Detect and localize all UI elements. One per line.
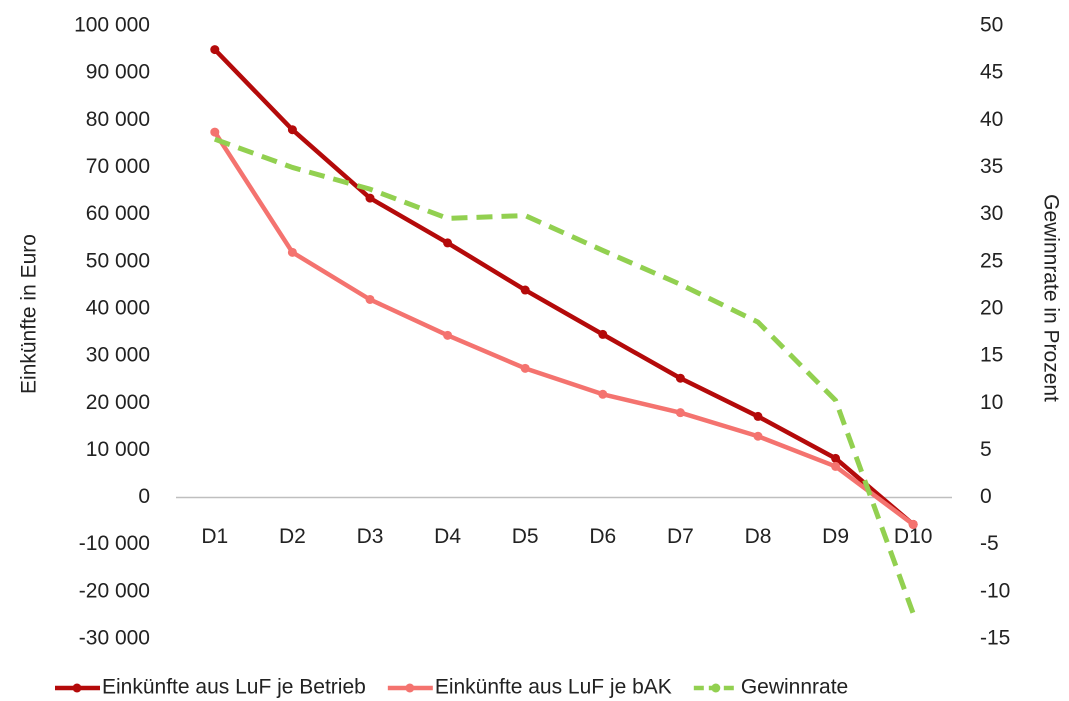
y-tick-label: -10 000: [79, 532, 150, 555]
series-marker: [598, 389, 608, 399]
y2-axis-label: Gewinnrate in Prozent: [1039, 194, 1062, 402]
y2-tick-label: -10: [980, 579, 1010, 602]
y-tick-label: 100 000: [74, 14, 150, 37]
y2-tick-label: 10: [980, 391, 1003, 414]
legend-marker: [405, 683, 415, 693]
x-tick-label: D4: [434, 525, 461, 548]
series-marker: [753, 431, 763, 441]
series-marker: [598, 329, 608, 339]
x-tick-label: D8: [745, 525, 772, 548]
y2-tick-label: 35: [980, 155, 1003, 178]
y-tick-label: 30 000: [86, 344, 150, 367]
series-marker: [908, 519, 918, 529]
series-marker: [831, 453, 841, 463]
y-tick-label: 40 000: [86, 296, 150, 319]
series-marker: [753, 411, 763, 421]
x-tick-label: D3: [357, 525, 384, 548]
series-marker: [675, 373, 685, 383]
legend-label: Einkünfte aus LuF je bAK: [435, 676, 672, 699]
y-tick-label: 0: [138, 485, 150, 508]
y2-tick-label: 5: [980, 438, 992, 461]
series-marker: [365, 193, 375, 203]
y2-tick-label: 45: [980, 61, 1003, 84]
x-tick-label: D10: [894, 525, 933, 548]
y2-tick-label: 50: [980, 14, 1003, 37]
x-tick-label: D6: [589, 525, 616, 548]
series-line: [213, 48, 915, 527]
y2-tick-label: -5: [980, 532, 999, 555]
x-tick-label: D5: [512, 525, 539, 548]
y2-tick-label: 20: [980, 296, 1003, 319]
y-tick-label: 20 000: [86, 391, 150, 414]
series-marker: [365, 294, 375, 304]
y-tick-label: 70 000: [86, 155, 150, 178]
series-marker: [831, 461, 841, 471]
series-line: [212, 130, 915, 527]
y-tick-label: -20 000: [79, 579, 150, 602]
series-marker: [675, 408, 685, 418]
y2-tick-label: 25: [980, 249, 1003, 272]
series-marker: [287, 247, 297, 257]
series-line: [213, 136, 916, 615]
series-marker: [287, 125, 297, 135]
y-tick-label: 90 000: [86, 61, 150, 84]
series-marker: [520, 285, 530, 295]
legend-marker: [72, 683, 82, 693]
y2-tick-label: -15: [980, 627, 1010, 650]
series-marker: [520, 363, 530, 373]
y-tick-label: 10 000: [86, 438, 150, 461]
series-marker: [210, 127, 220, 137]
series-marker: [443, 238, 453, 248]
y2-tick-label: 0: [980, 485, 992, 508]
x-tick-label: D9: [822, 525, 849, 548]
y-tick-label: 80 000: [86, 108, 150, 131]
y-tick-label: 50 000: [86, 249, 150, 272]
y-axis-label: Einkünfte in Euro: [18, 234, 41, 394]
y2-tick-label: 40: [980, 108, 1003, 131]
legend-marker: [711, 683, 721, 693]
y-tick-label: -30 000: [79, 627, 150, 650]
series-marker: [443, 330, 453, 340]
y2-tick-label: 15: [980, 344, 1003, 367]
series-marker: [210, 45, 220, 55]
legend-label: Einkünfte aus LuF je Betrieb: [102, 676, 366, 699]
y2-tick-label: 30: [980, 202, 1003, 225]
x-tick-label: D2: [279, 525, 306, 548]
legend-label: Gewinnrate: [741, 676, 848, 699]
x-tick-label: D1: [201, 525, 228, 548]
y-tick-label: 60 000: [86, 202, 150, 225]
x-tick-label: D7: [667, 525, 694, 548]
